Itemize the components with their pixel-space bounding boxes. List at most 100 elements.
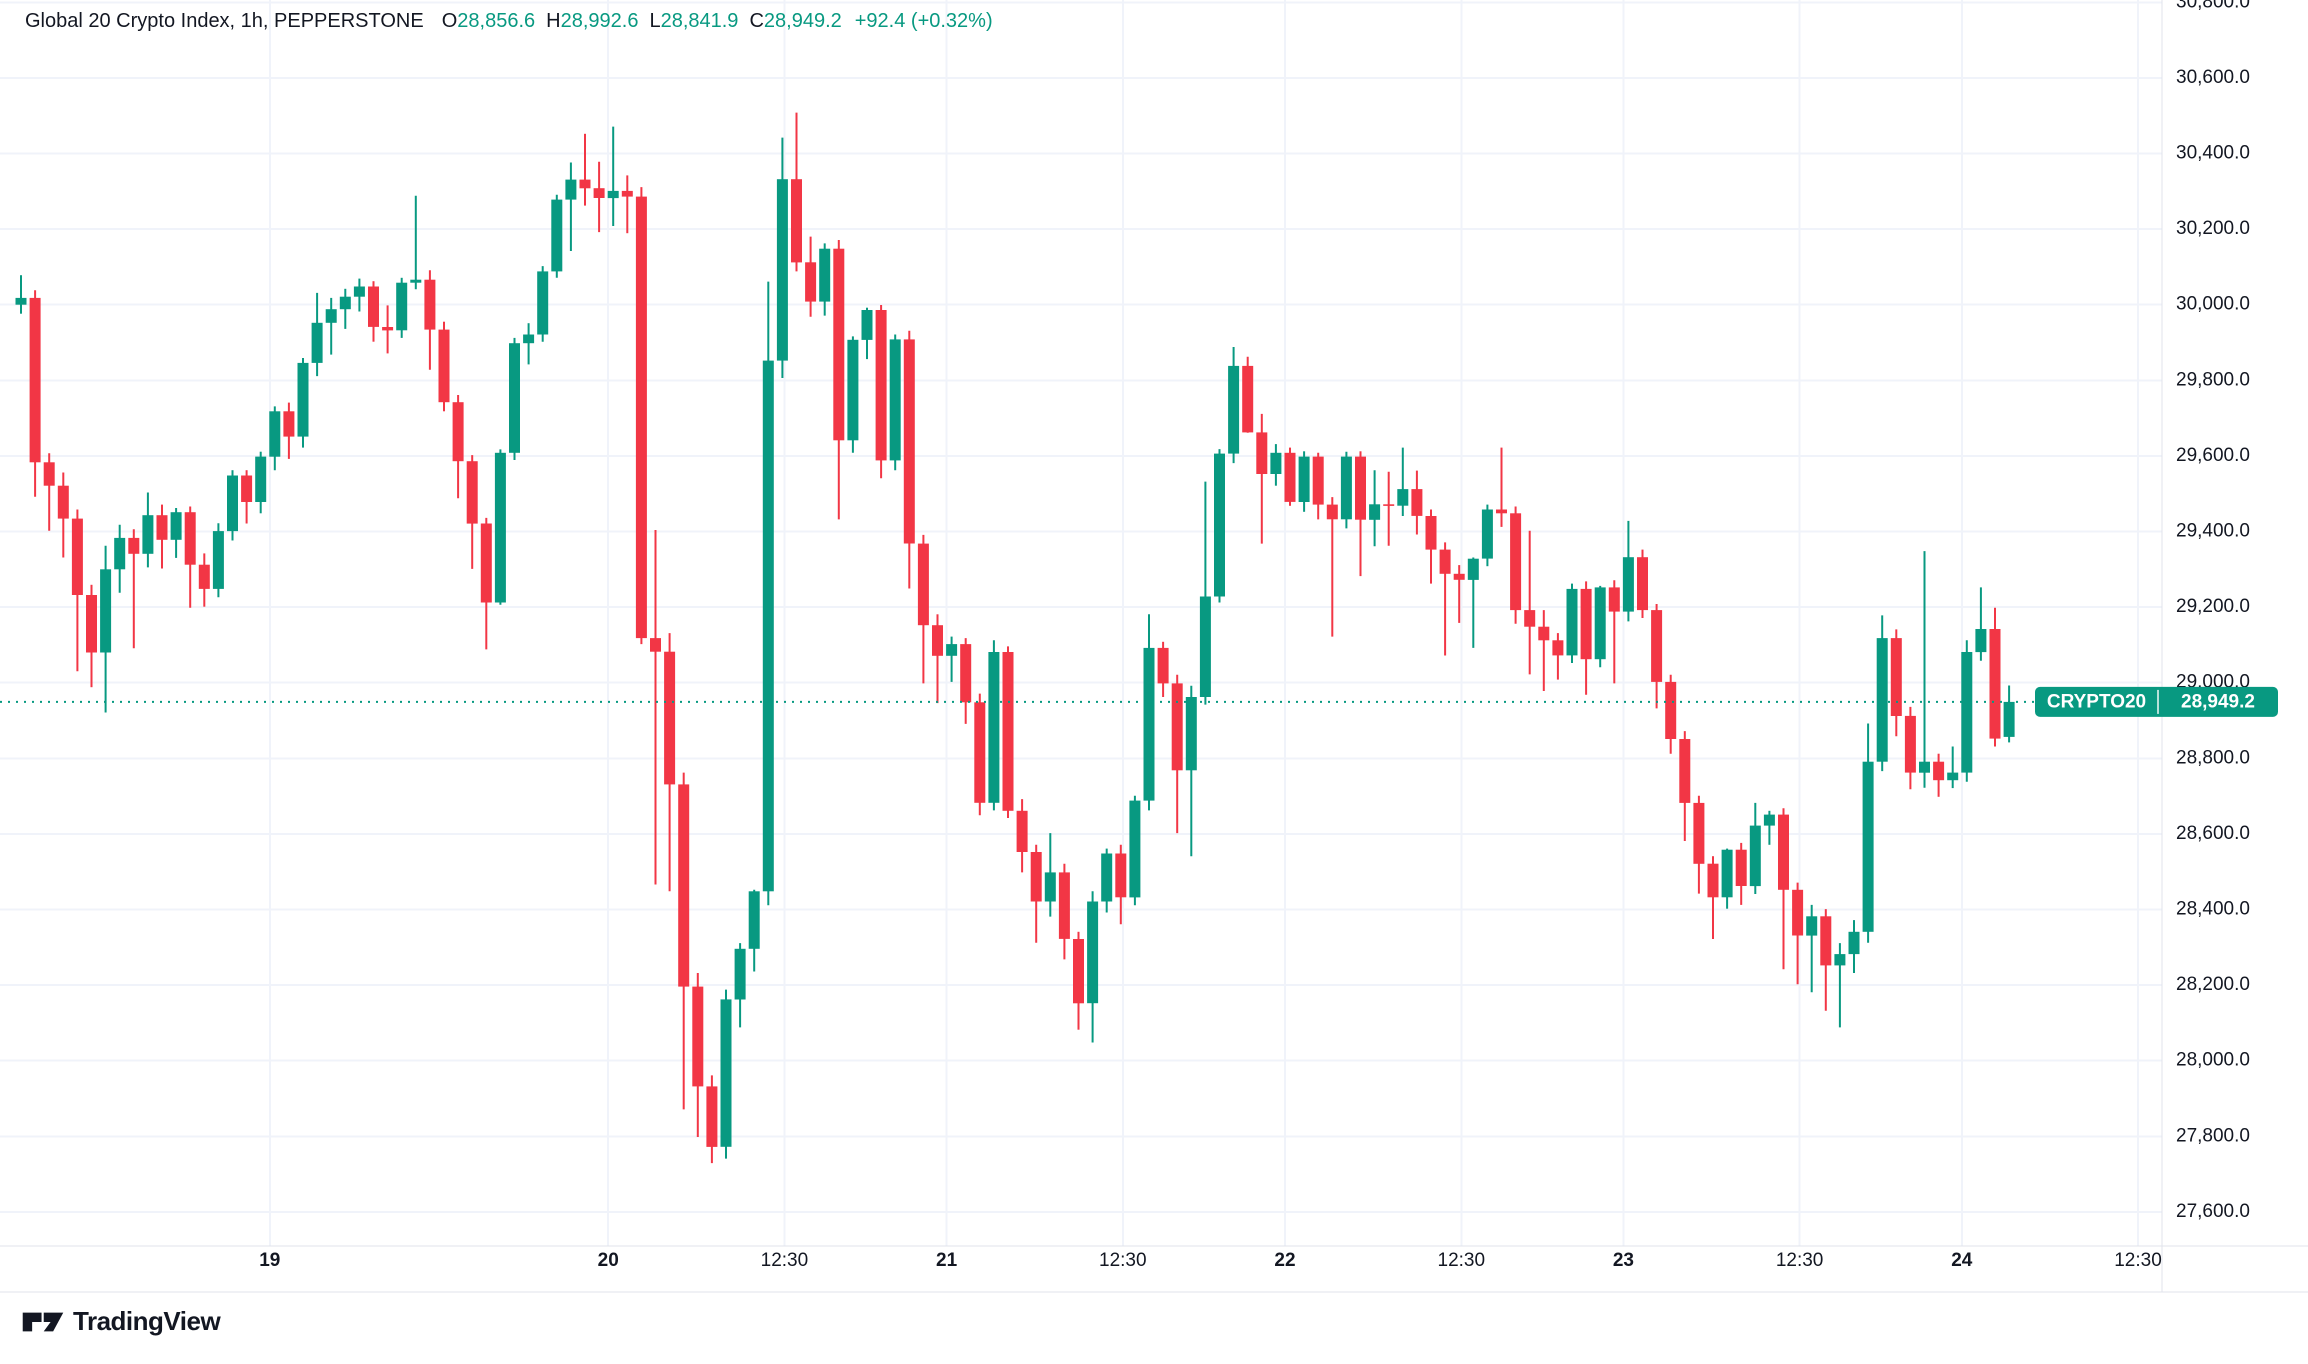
candle: [1298, 451, 1310, 512]
candle: [1961, 640, 1973, 782]
candle: [1735, 842, 1747, 905]
tradingview-logo-icon: [22, 1312, 64, 1331]
price-label-value: 28,949.2: [2181, 691, 2255, 712]
price-tick-label: 30,800.0: [2176, 0, 2250, 12]
candle: [1087, 891, 1099, 1043]
candle: [621, 175, 633, 234]
candle: [1185, 685, 1197, 857]
candle: [297, 358, 309, 448]
candle: [1002, 646, 1014, 818]
time-tick-label: 22: [1274, 1250, 1295, 1271]
candle: [255, 451, 267, 514]
time-tick-label: 24: [1951, 1250, 1973, 1271]
price-tick-label: 27,600.0: [2176, 1201, 2250, 1222]
candle: [1058, 863, 1070, 960]
price-tick-label: 30,000.0: [2176, 294, 2250, 315]
candle: [1510, 506, 1522, 624]
price-tick-label: 29,400.0: [2176, 521, 2250, 542]
candle: [565, 162, 577, 251]
price-tick-label: 28,200.0: [2176, 974, 2250, 995]
tradingview-logo[interactable]: TradingView: [22, 1306, 221, 1337]
plot-area[interactable]: [15, 112, 2015, 1164]
candle: [748, 889, 760, 972]
candle: [1679, 731, 1691, 841]
candle: [1115, 844, 1127, 925]
time-axis[interactable]: 19 20 12:30 21 12:30 22 12:30 23 12:30 24 12:30: [259, 1250, 2162, 1271]
price-tick-label: 29,200.0: [2176, 596, 2250, 617]
candle: [1369, 470, 1381, 547]
candle: [1947, 746, 1959, 789]
candle: [241, 470, 253, 524]
candle: [1242, 356, 1254, 433]
candle: [932, 614, 943, 704]
candle: [692, 973, 704, 1137]
candle: [1792, 882, 1804, 985]
candle: [1214, 449, 1225, 603]
candle: [100, 545, 112, 713]
price-tick-label: 29,800.0: [2176, 369, 2250, 390]
candle: [917, 534, 929, 684]
candle: [86, 584, 97, 688]
candle: [1749, 802, 1761, 894]
candle: [523, 323, 535, 365]
candle: [1693, 795, 1705, 894]
time-tick-label: 20: [598, 1250, 619, 1271]
candle: [1425, 509, 1437, 584]
pane-borders: [0, 0, 2308, 1293]
tradingview-logo-text: TradingView: [73, 1306, 221, 1336]
candle: [480, 517, 492, 650]
candle: [382, 305, 394, 354]
candle: [1397, 447, 1409, 516]
candle: [1030, 844, 1042, 943]
price-tick-label: 28,800.0: [2176, 747, 2250, 768]
candle: [847, 336, 859, 453]
candle: [1481, 504, 1493, 567]
candle: [1383, 471, 1395, 546]
candle: [1707, 856, 1719, 939]
candle: [494, 449, 506, 605]
candle: [353, 278, 365, 312]
candle: [128, 529, 140, 649]
chart-legend: Global 20 Crypto Index, 1h, PEPPERSTONE …: [25, 8, 993, 34]
candle: [368, 281, 379, 342]
candle: [1806, 904, 1818, 993]
candle: [1975, 587, 1987, 661]
candle: [156, 504, 168, 569]
current-price-label: CRYPTO20 28,949.2: [2035, 686, 2278, 717]
time-tick-label: 19: [259, 1250, 280, 1271]
time-tick-label: 12:30: [1776, 1250, 1824, 1271]
price-label-symbol: CRYPTO20: [2047, 691, 2146, 712]
candle: [819, 243, 831, 316]
candle: [1524, 530, 1536, 675]
candle: [1453, 565, 1465, 623]
candle: [1989, 607, 2001, 747]
candle: [1270, 444, 1282, 486]
candle: [2003, 685, 2015, 743]
candle: [1016, 799, 1028, 873]
candle: [1890, 629, 1902, 737]
candle: [1538, 610, 1550, 691]
price-tick-label: 30,400.0: [2176, 143, 2250, 164]
candle: [720, 989, 732, 1159]
candle: [1594, 585, 1606, 668]
candle: [1637, 549, 1648, 618]
candle: [650, 530, 661, 885]
candle: [57, 472, 69, 558]
candle: [607, 126, 619, 226]
price-axis[interactable]: 27,600.0 27,800.0 28,000.0 28,200.0 28,400.0…: [2176, 0, 2250, 1222]
candle: [1622, 520, 1634, 622]
candle: [283, 402, 295, 459]
candle: [198, 553, 210, 607]
candle: [410, 195, 422, 290]
candle: [762, 281, 774, 906]
candle: [579, 133, 591, 206]
candle: [509, 337, 520, 460]
candle: [466, 455, 478, 569]
candle: [1862, 723, 1874, 943]
candle: [170, 508, 182, 558]
candle: [424, 270, 436, 370]
candle: [1228, 347, 1240, 464]
candle: [269, 406, 281, 471]
legend-change: +92.4 (+0.32%): [854, 9, 993, 32]
